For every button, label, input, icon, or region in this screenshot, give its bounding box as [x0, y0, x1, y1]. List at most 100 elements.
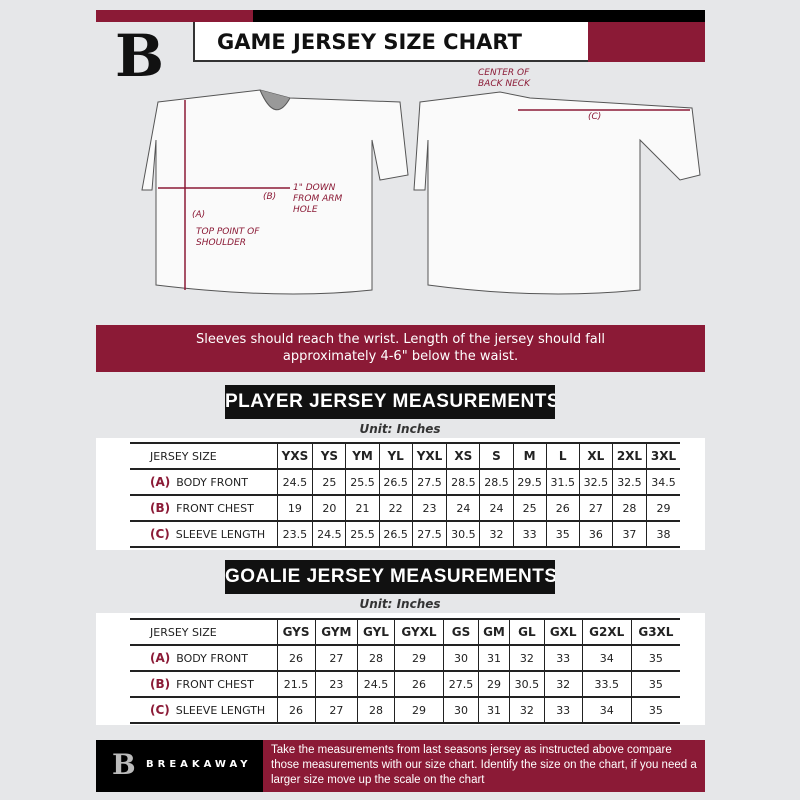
measurement-cell: 36	[578, 521, 613, 548]
measurement-cell: 30	[443, 697, 479, 724]
measurement-cell: 28.5	[446, 469, 480, 496]
measurement-cell: 30.5	[446, 521, 480, 548]
measurement-cell: 21	[345, 495, 380, 522]
title-accent	[588, 22, 705, 62]
size-column-header: YM	[345, 442, 380, 470]
measurement-cell: 29	[393, 697, 444, 724]
size-header-row: JERSEY SIZE YXS YS YM YL YXL XS S M L XL 2XL 3XL	[130, 442, 680, 470]
measurement-cell: 37	[611, 521, 647, 548]
annotation-b-label: (B)	[263, 192, 277, 202]
goalie-heading: GOALIE JERSEY MEASUREMENTS	[225, 560, 555, 594]
measurement-cell: 27	[314, 697, 358, 724]
measurement-cell: 27	[578, 495, 613, 522]
row-letter: (A)	[150, 651, 171, 665]
footer-instructions: Take the measurements from last seasons …	[263, 740, 705, 792]
measurement-cell: 32	[479, 521, 514, 548]
footer-brand-name: BREAKAWAY	[146, 759, 252, 770]
size-column-header: YXL	[411, 442, 447, 470]
measurement-cell: 33	[512, 521, 547, 548]
measurement-cell: 23	[314, 671, 358, 698]
measurement-cell: 26.5	[378, 521, 413, 548]
size-column-header: GYS	[276, 618, 316, 646]
measurement-cell: 33.5	[581, 671, 632, 698]
measurement-cell: 35	[630, 671, 680, 698]
measurement-cell: 26	[276, 645, 316, 672]
measurement-cell: 33	[543, 645, 583, 672]
annotation-a-text: TOP POINT OF SHOULDER	[196, 227, 260, 248]
size-column-header: GS	[443, 618, 479, 646]
measurement-cell: 23	[411, 495, 447, 522]
brand-logo: B	[115, 22, 165, 90]
measurement-cell: 24.5	[312, 521, 346, 548]
fit-instructions-banner: Sleeves should reach the wrist. Length o…	[96, 325, 705, 372]
measurement-cell: 22	[378, 495, 413, 522]
measurement-cell: 26.5	[378, 469, 413, 496]
size-column-header: GYXL	[393, 618, 444, 646]
footer-logo: B	[112, 748, 136, 781]
size-column-header: G3XL	[630, 618, 680, 646]
measurement-cell: 38	[645, 521, 680, 548]
table-row: (B) FRONT CHEST 19 20 21 22 23 24 24 25 26 27 28 29	[130, 495, 680, 522]
player-unit: Unit: Inches	[359, 422, 441, 436]
measurement-cell: 35	[545, 521, 580, 548]
jersey-diagram	[141, 89, 701, 295]
annotation-b-text: 1" DOWN FROM ARM HOLE	[293, 183, 343, 215]
measurement-cell: 30.5	[509, 671, 545, 698]
measurement-cell: 28	[611, 495, 647, 522]
size-header-label: JERSEY SIZE	[130, 442, 277, 470]
measurement-cell: 34	[581, 697, 632, 724]
measurement-cell: 35	[630, 697, 680, 724]
measurement-cell: 27.5	[411, 521, 447, 548]
row-name: FRONT CHEST	[176, 502, 254, 515]
measurement-cell: 29	[393, 645, 444, 672]
size-column-header: YXS	[276, 442, 313, 470]
size-column-header: XS	[446, 442, 480, 470]
banner-text: Sleeves should reach the wrist. Length o…	[195, 332, 605, 364]
annotation-a-label: (A)	[192, 210, 206, 220]
annotation-c-label: (C)	[588, 112, 602, 122]
measurement-cell: 31	[477, 645, 510, 672]
goalie-size-table: JERSEY SIZE GYS GYM GYL GYXL GS GM GL GXL G2XL G3X…	[130, 618, 680, 724]
row-name: SLEEVE LENGTH	[175, 528, 266, 541]
measurement-cell: 24	[446, 495, 480, 522]
measurement-cell: 34	[581, 645, 632, 672]
measurement-cell: 31.5	[545, 469, 580, 496]
measurement-cell: 19	[276, 495, 313, 522]
size-column-header: GL	[509, 618, 545, 646]
measurement-cell: 28	[357, 645, 395, 672]
measurement-cell: 27.5	[443, 671, 479, 698]
row-letter: (C)	[150, 527, 170, 541]
measurement-cell: 28.5	[479, 469, 514, 496]
size-header-row: JERSEY SIZE GYS GYM GYL GYXL GS GM GL GXL G2XL G3X…	[130, 618, 680, 646]
measurement-cell: 34.5	[645, 469, 680, 496]
measurement-cell: 25	[312, 469, 346, 496]
measurement-cell: 29	[477, 671, 510, 698]
size-column-header: XL	[578, 442, 613, 470]
row-label: (A) BODY FRONT	[130, 645, 277, 672]
row-letter: (C)	[150, 703, 170, 717]
row-label: (B) FRONT CHEST	[130, 671, 277, 698]
measurement-cell: 27	[314, 645, 358, 672]
size-column-header: L	[545, 442, 580, 470]
size-column-header: YL	[378, 442, 413, 470]
measurement-cell: 35	[630, 645, 680, 672]
page-title: GAME JERSEY SIZE CHART	[193, 22, 588, 62]
top-accent-red	[96, 10, 253, 22]
size-column-header: S	[479, 442, 514, 470]
measurement-cell: 25.5	[345, 469, 380, 496]
row-label: (C) SLEEVE LENGTH	[130, 697, 277, 724]
front-jersey	[141, 89, 409, 295]
size-column-header: GYL	[357, 618, 395, 646]
back-jersey	[413, 91, 701, 295]
row-label: (A) BODY FRONT	[130, 469, 277, 496]
measurement-cell: 32	[543, 671, 583, 698]
measurement-cell: 28	[357, 697, 395, 724]
size-column-header: 2XL	[611, 442, 647, 470]
table-row: (A) BODY FRONT 24.5 25 25.5 26.5 27.5 28.5 28.5 2…	[130, 469, 680, 496]
measurement-cell: 24.5	[357, 671, 395, 698]
table-row: (A) BODY FRONT 26 27 28 29 30 31 32 33 34 35	[130, 645, 680, 672]
measurement-cell: 30	[443, 645, 479, 672]
measurement-cell: 29	[645, 495, 680, 522]
row-letter: (B)	[150, 677, 171, 691]
goalie-unit: Unit: Inches	[359, 597, 441, 611]
